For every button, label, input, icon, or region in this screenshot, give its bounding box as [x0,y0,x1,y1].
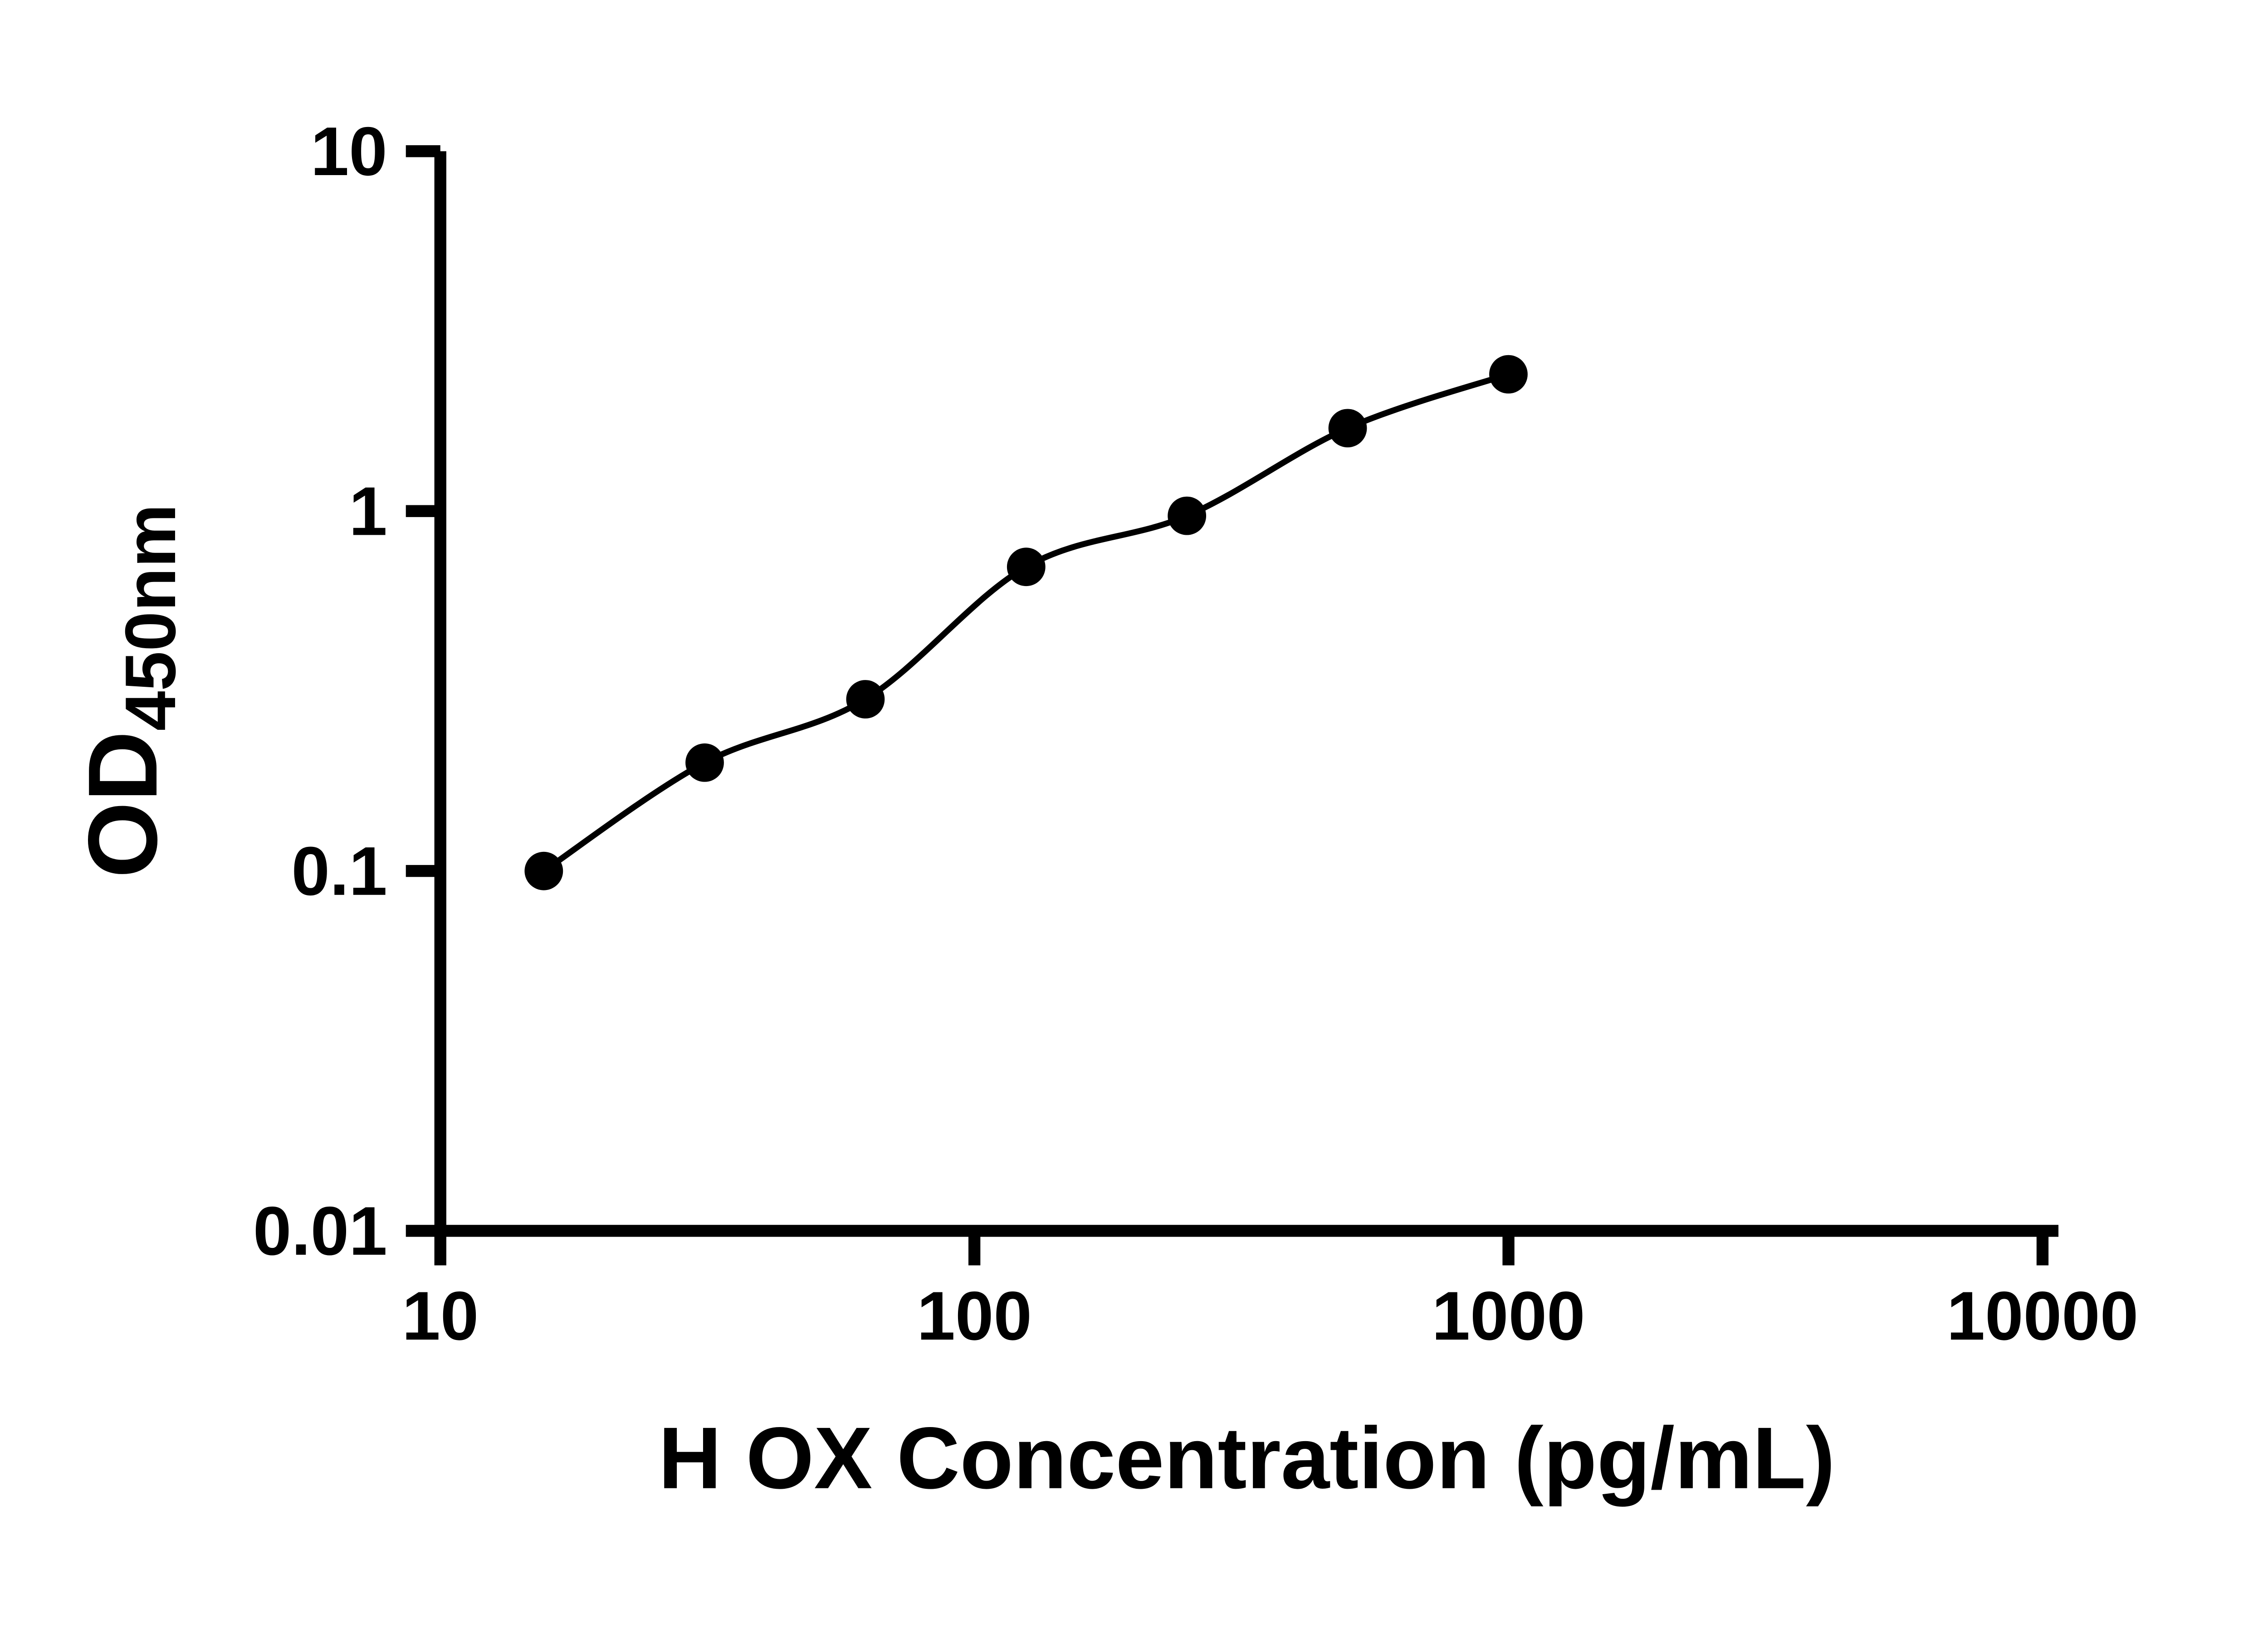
x-axis-ticks: 10 100 1000 10000 [402,1231,2138,1354]
chart-canvas: 10 100 1000 10000 0.01 0.1 1 10 H OX Concentra… [68,112,2139,1507]
y-tick-label: 1 [349,473,387,550]
y-tick-label: 0.01 [253,1193,387,1270]
data-point [685,743,724,782]
data-point [524,851,563,890]
x-tick-label: 10000 [1947,1277,2139,1354]
data-point [1168,496,1207,535]
y-axis-title-subscript: 450nm [111,504,191,731]
y-axis-title: OD450nm [68,504,191,878]
data-point [846,680,885,719]
fit-curve [542,371,1510,874]
data-point [1489,355,1528,394]
x-tick-label: 1000 [1432,1277,1585,1354]
data-point [1328,409,1367,448]
data-points [524,355,1528,890]
y-axis-title-main: OD [68,731,177,878]
y-tick-label: 0.1 [291,833,387,910]
elisa-standard-curve-chart: 10 100 1000 10000 0.01 0.1 1 10 H OX Concentra… [68,112,2139,1507]
y-tick-label: 10 [311,113,387,190]
x-tick-label: 10 [402,1277,479,1354]
x-axis-title: H OX Concentration (pg/mL) [658,1409,1835,1507]
x-tick-label: 100 [917,1277,1032,1354]
data-point [1007,548,1046,587]
y-axis-ticks: 0.01 0.1 1 10 [253,113,440,1270]
